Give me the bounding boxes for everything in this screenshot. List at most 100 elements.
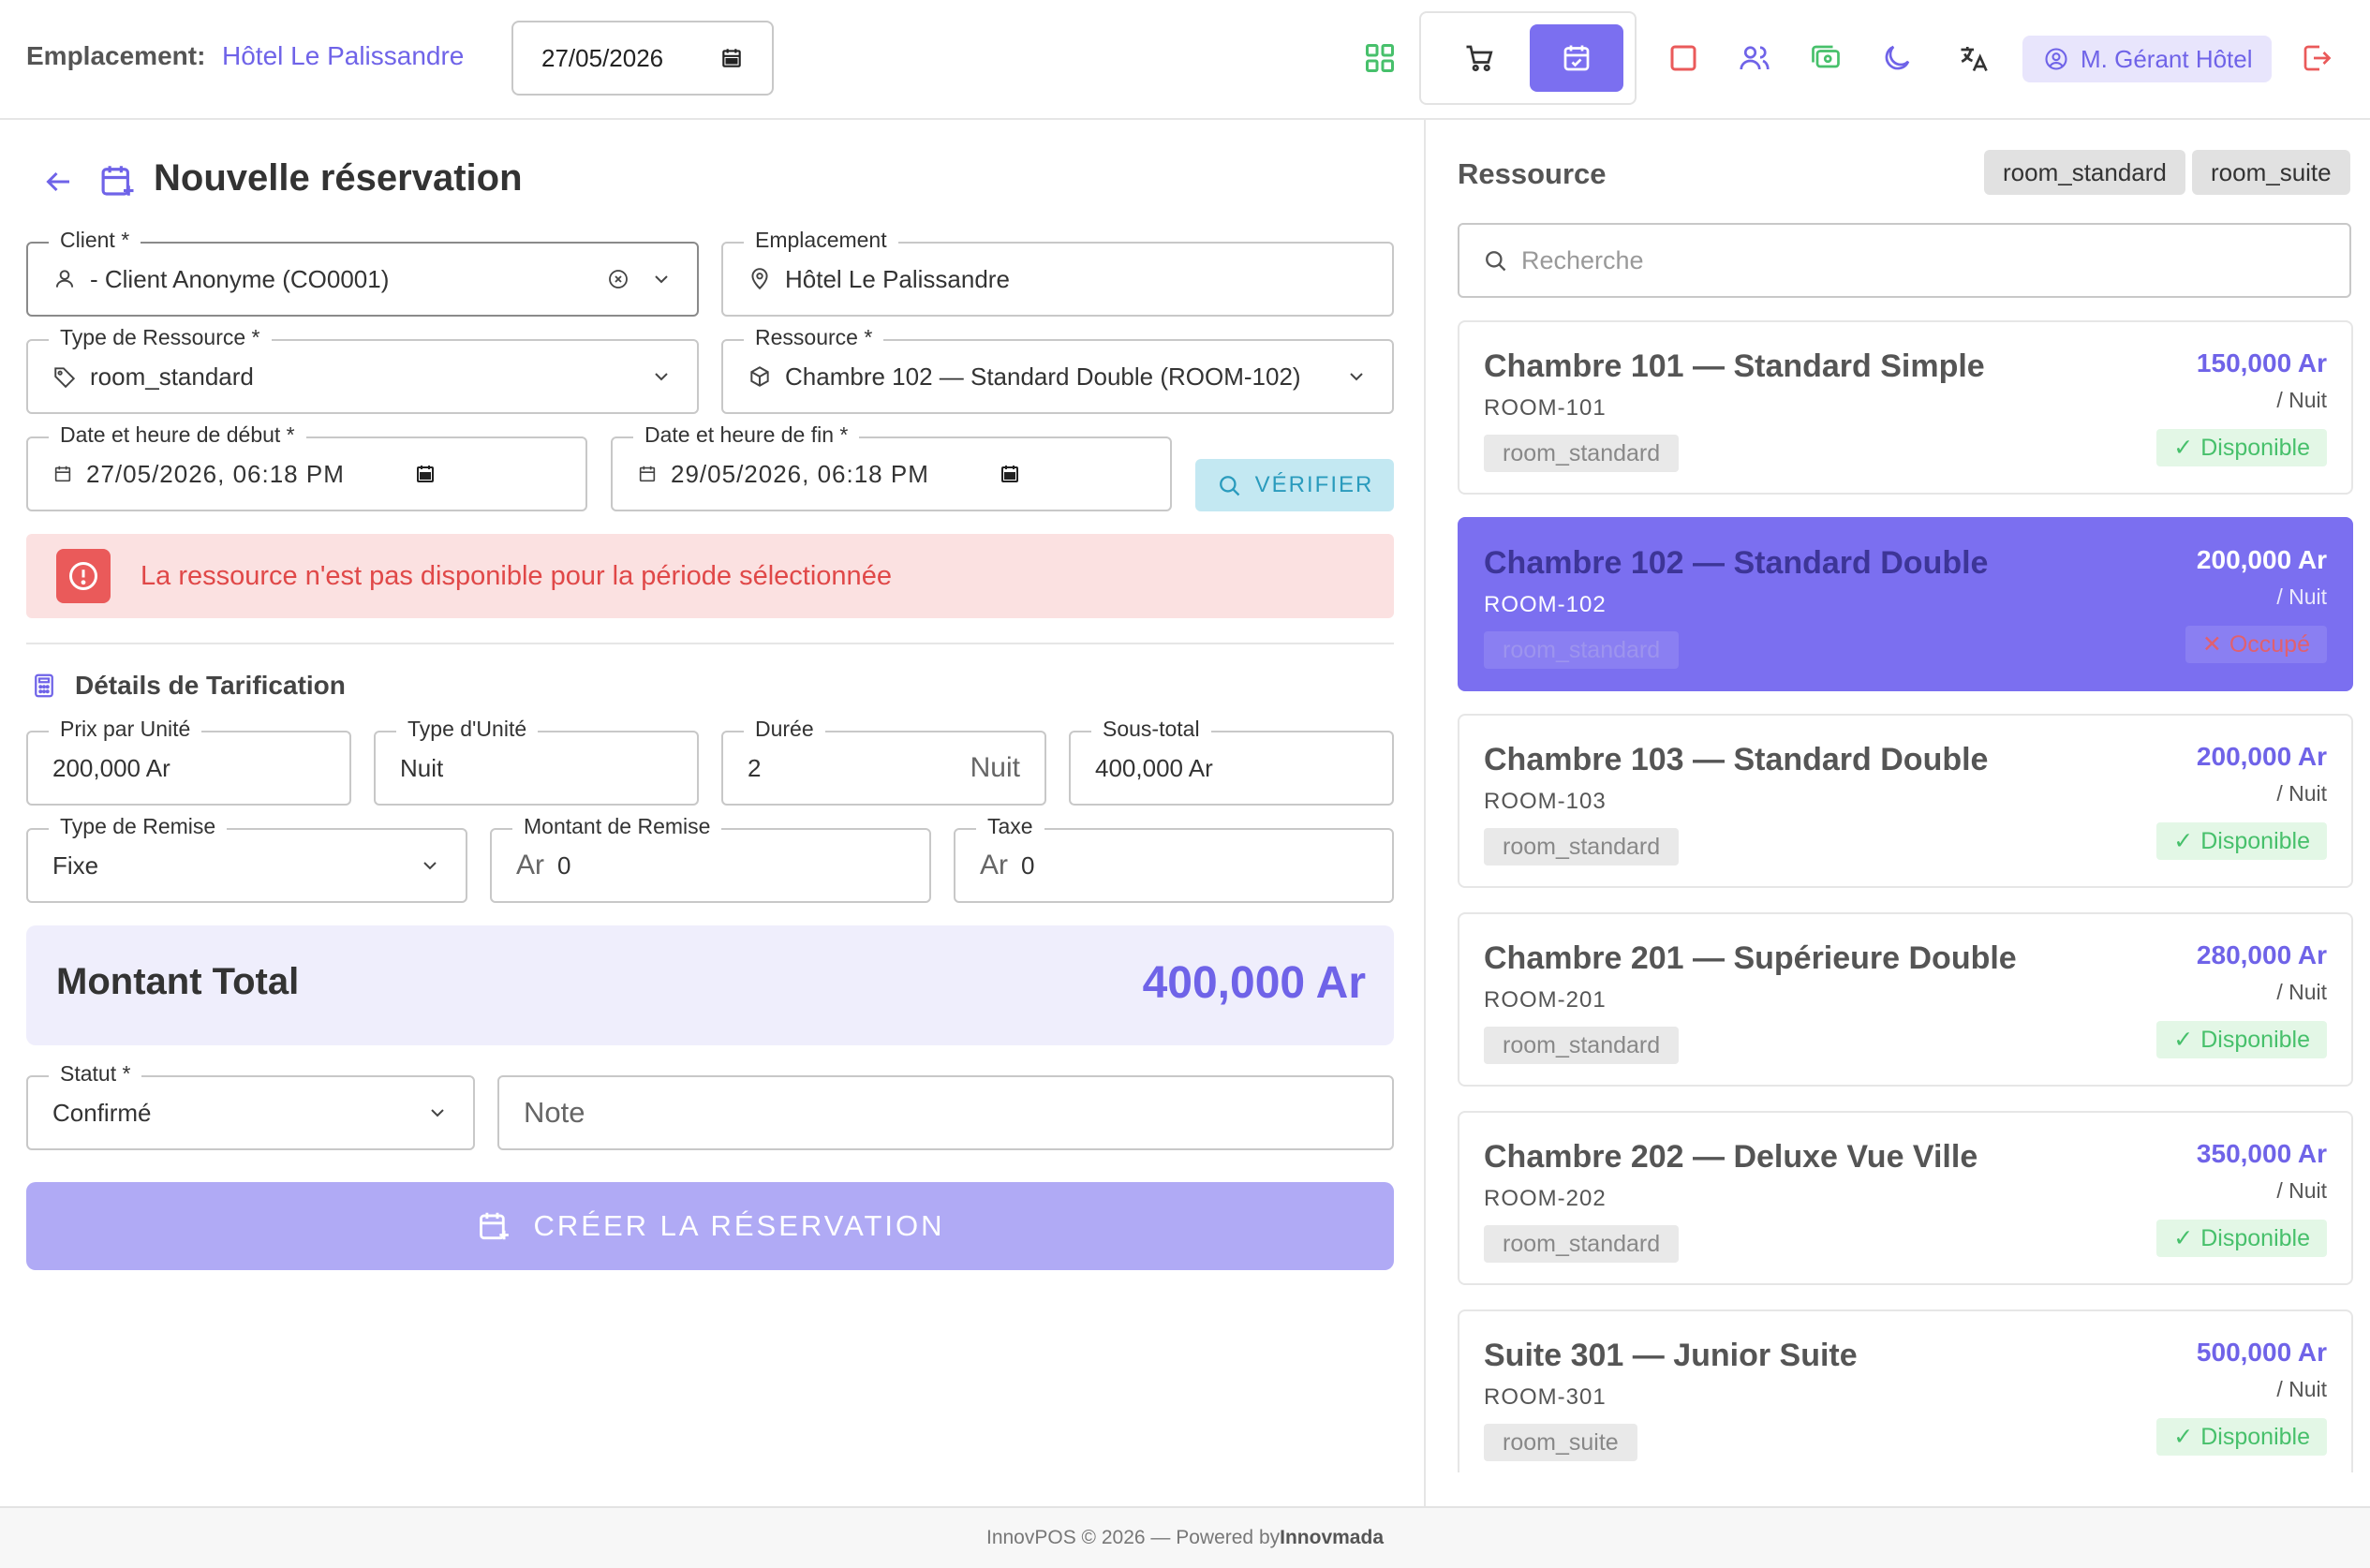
user-menu[interactable]: M. Gérant Hôtel [2022, 36, 2272, 82]
resource-card[interactable]: Chambre 201 — Supérieure Double ROOM-201… [1458, 912, 2353, 1087]
resource-search-input[interactable]: Recherche [1458, 223, 2351, 298]
discount-prefix: Ar [516, 850, 544, 880]
end-label: Date et heure de fin * [633, 422, 860, 448]
resource-name: Suite 301 — Junior Suite [1484, 1338, 1858, 1373]
cart-icon [1466, 45, 1493, 72]
header-date-value: 27/05/2026 [541, 43, 664, 72]
translate-icon[interactable] [1953, 37, 1994, 79]
check-icon: ✓ [2173, 1424, 2194, 1450]
location-value[interactable]: Hôtel Le Palissandre [222, 41, 465, 70]
end-datetime-input[interactable]: Date et heure de fin * 29/05/2026, 06:18… [611, 422, 1172, 511]
resource-type-badge: room_standard [1484, 828, 1680, 865]
check-icon: ✓ [2173, 435, 2194, 461]
resource-price: 200,000 Ar [2196, 545, 2327, 574]
search-placeholder: Recherche [1521, 245, 1644, 274]
calendar-icon [639, 466, 656, 482]
calendar-plus-icon [101, 166, 134, 196]
create-label: CRÉER LA RÉSERVATION [533, 1209, 945, 1242]
pos-mode-button[interactable] [1432, 24, 1526, 92]
logout-icon[interactable] [2296, 37, 2337, 79]
client-select[interactable]: Client * - Client Anonyme (CO0001) [26, 227, 699, 317]
resource-panel: Ressource room_standard room_suite Reche… [1424, 120, 2370, 1506]
alert-text: La ressource n'est pas disponible pour l… [141, 560, 892, 591]
chevron-down-icon[interactable] [426, 1102, 449, 1124]
calendar-icon [54, 466, 71, 482]
calendar-picker-icon[interactable] [999, 463, 1021, 485]
resource-type-value: room_standard [90, 362, 254, 391]
resource-name: Chambre 102 — Standard Double [1484, 545, 1989, 581]
resource-type-badge: room_standard [1484, 435, 1680, 472]
tax-input[interactable]: Taxe Ar 0 [954, 813, 1394, 903]
check-icon: ✓ [2173, 1225, 2194, 1251]
emplacement-value: Hôtel Le Palissandre [785, 264, 1010, 293]
total-label: Montant Total [56, 961, 300, 1002]
calendar-picker-icon[interactable] [414, 463, 437, 485]
unit-price-field[interactable]: Prix par Unité 200,000 Ar [26, 716, 351, 806]
chevron-down-icon[interactable] [419, 854, 441, 877]
resource-card[interactable]: Chambre 202 — Deluxe Vue Ville ROOM-202 … [1458, 1111, 2353, 1285]
start-datetime-input[interactable]: Date et heure de début * 27/05/2026, 06:… [26, 422, 587, 511]
note-input[interactable]: Note [497, 1075, 1394, 1150]
chevron-down-icon[interactable] [650, 365, 673, 388]
resource-type-select[interactable]: Type de Ressource * room_standard [26, 324, 699, 414]
resource-type-badge: room_standard [1484, 631, 1680, 669]
resource-unit: / Nuit [2276, 781, 2327, 806]
unit-price-value: 200,000 Ar [52, 753, 170, 782]
square-icon[interactable] [1663, 37, 1704, 79]
verify-button[interactable]: VÉRIFIER [1195, 459, 1394, 511]
resource-select[interactable]: Ressource * Chambre 102 — Standard Doubl… [721, 324, 1394, 414]
resource-card-selected[interactable]: Chambre 102 — Standard Double ROOM-102 r… [1458, 517, 2353, 691]
clear-icon[interactable] [607, 268, 630, 290]
moon-icon[interactable] [1876, 37, 1918, 79]
discount-amount-value: 0 [557, 851, 571, 880]
discount-type-value: Fixe [52, 851, 99, 880]
resource-price: 150,000 Ar [2196, 348, 2327, 377]
resource-type-label: Type de Ressource * [49, 324, 272, 350]
resource-card[interactable]: Chambre 101 — Standard Simple ROOM-101 r… [1458, 320, 2353, 495]
users-icon[interactable] [1734, 37, 1775, 79]
arrow-left-icon[interactable] [41, 165, 75, 199]
status-select[interactable]: Statut * Confirmé [26, 1060, 475, 1150]
resource-card[interactable]: Suite 301 — Junior Suite ROOM-301 room_s… [1458, 1309, 2353, 1472]
resource-card[interactable]: Chambre 103 — Standard Double ROOM-103 r… [1458, 714, 2353, 888]
resource-type-badge: room_suite [1484, 1424, 1637, 1461]
discount-type-label: Type de Remise [49, 813, 228, 839]
client-value: - Client Anonyme (CO0001) [90, 264, 390, 293]
tag-icon [54, 367, 76, 389]
cash-icon[interactable] [1805, 37, 1846, 79]
x-icon: ✕ [2201, 631, 2222, 658]
user-name: M. Gérant Hôtel [2081, 44, 2253, 73]
unit-type-field[interactable]: Type d'Unité Nuit [374, 716, 699, 806]
status-text: Disponible [2200, 434, 2310, 461]
user-circle-icon [2045, 48, 2067, 70]
unit-type-label: Type d'Unité [396, 716, 539, 742]
discount-amount-input[interactable]: Montant de Remise Ar 0 [490, 813, 931, 903]
grid-icon[interactable] [1359, 37, 1400, 79]
status-text: Disponible [2200, 1026, 2310, 1053]
duration-field[interactable]: Durée 2 Nuit [721, 716, 1046, 806]
footer: InnovPOS © 2026 — Powered by Innovmada [0, 1506, 2370, 1568]
chevron-down-icon[interactable] [650, 268, 673, 290]
discount-type-select[interactable]: Type de Remise Fixe [26, 813, 467, 903]
page-title: Nouvelle réservation [154, 157, 523, 199]
availability-alert: La ressource n'est pas disponible pour l… [26, 534, 1394, 618]
check-icon: ✓ [2173, 828, 2194, 854]
resource-price: 200,000 Ar [2196, 742, 2327, 771]
filter-chip-room-standard[interactable]: room_standard [1984, 150, 2185, 195]
duration-label: Durée [744, 716, 825, 742]
pricing-title: Détails de Tarification [75, 671, 346, 700]
reservation-mode-button[interactable] [1530, 24, 1623, 92]
header-date-input[interactable]: 27/05/2026 [511, 21, 774, 96]
calendar-icon[interactable] [719, 46, 744, 70]
alert-circle-icon [56, 549, 111, 603]
divider [26, 643, 1394, 644]
calculator-icon [35, 673, 53, 698]
location-label: Emplacement: [26, 41, 206, 70]
chevron-down-icon[interactable] [1345, 365, 1368, 388]
create-reservation-button[interactable]: CRÉER LA RÉSERVATION [26, 1182, 1394, 1270]
filter-chip-room-suite[interactable]: room_suite [2192, 150, 2350, 195]
resource-price: 500,000 Ar [2196, 1338, 2327, 1367]
footer-brand[interactable]: Innovmada [1280, 1527, 1384, 1548]
subtotal-value: 400,000 Ar [1095, 753, 1213, 782]
status-badge: ✓ Disponible [2156, 822, 2327, 860]
